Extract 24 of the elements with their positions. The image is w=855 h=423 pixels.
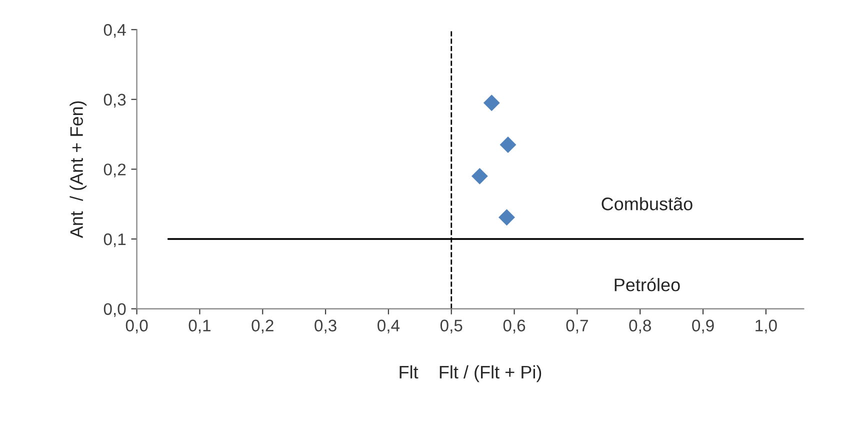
annotation: Combustão [602, 197, 692, 210]
y-tick-label: 0,3 [104, 94, 126, 108]
annotation: Petróleo [614, 278, 680, 292]
point [498, 209, 515, 226]
x-tick-label: 0,3 [314, 320, 336, 334]
y-tick-label: 0,1 [104, 233, 126, 248]
x-tick-label: 0,5 [440, 320, 462, 334]
x-tick-label: 0,8 [629, 320, 651, 334]
x-tick-label: 0,7 [566, 320, 588, 334]
y-axis-title: Ant / (Ant + Fen) [70, 101, 87, 238]
point [471, 168, 488, 184]
point [500, 136, 516, 153]
y-tick-label: 0,0 [104, 303, 126, 317]
x-tick-label: 0,2 [252, 320, 274, 334]
point [483, 94, 500, 112]
x-tick-label: 0,9 [692, 320, 714, 334]
x-tick-label: 0,0 [126, 320, 148, 334]
x-tick-label: 1,0 [756, 320, 777, 334]
y-tick-label: 0,2 [104, 164, 126, 178]
x-tick-label: 0,1 [188, 320, 210, 334]
x-tick-label: 0,6 [503, 320, 526, 334]
x-tick-label: 0,4 [378, 320, 400, 334]
y-tick-label: 0,4 [104, 24, 126, 38]
x-axis-title: Flt Flt / (Flt + Pi) [400, 365, 542, 382]
